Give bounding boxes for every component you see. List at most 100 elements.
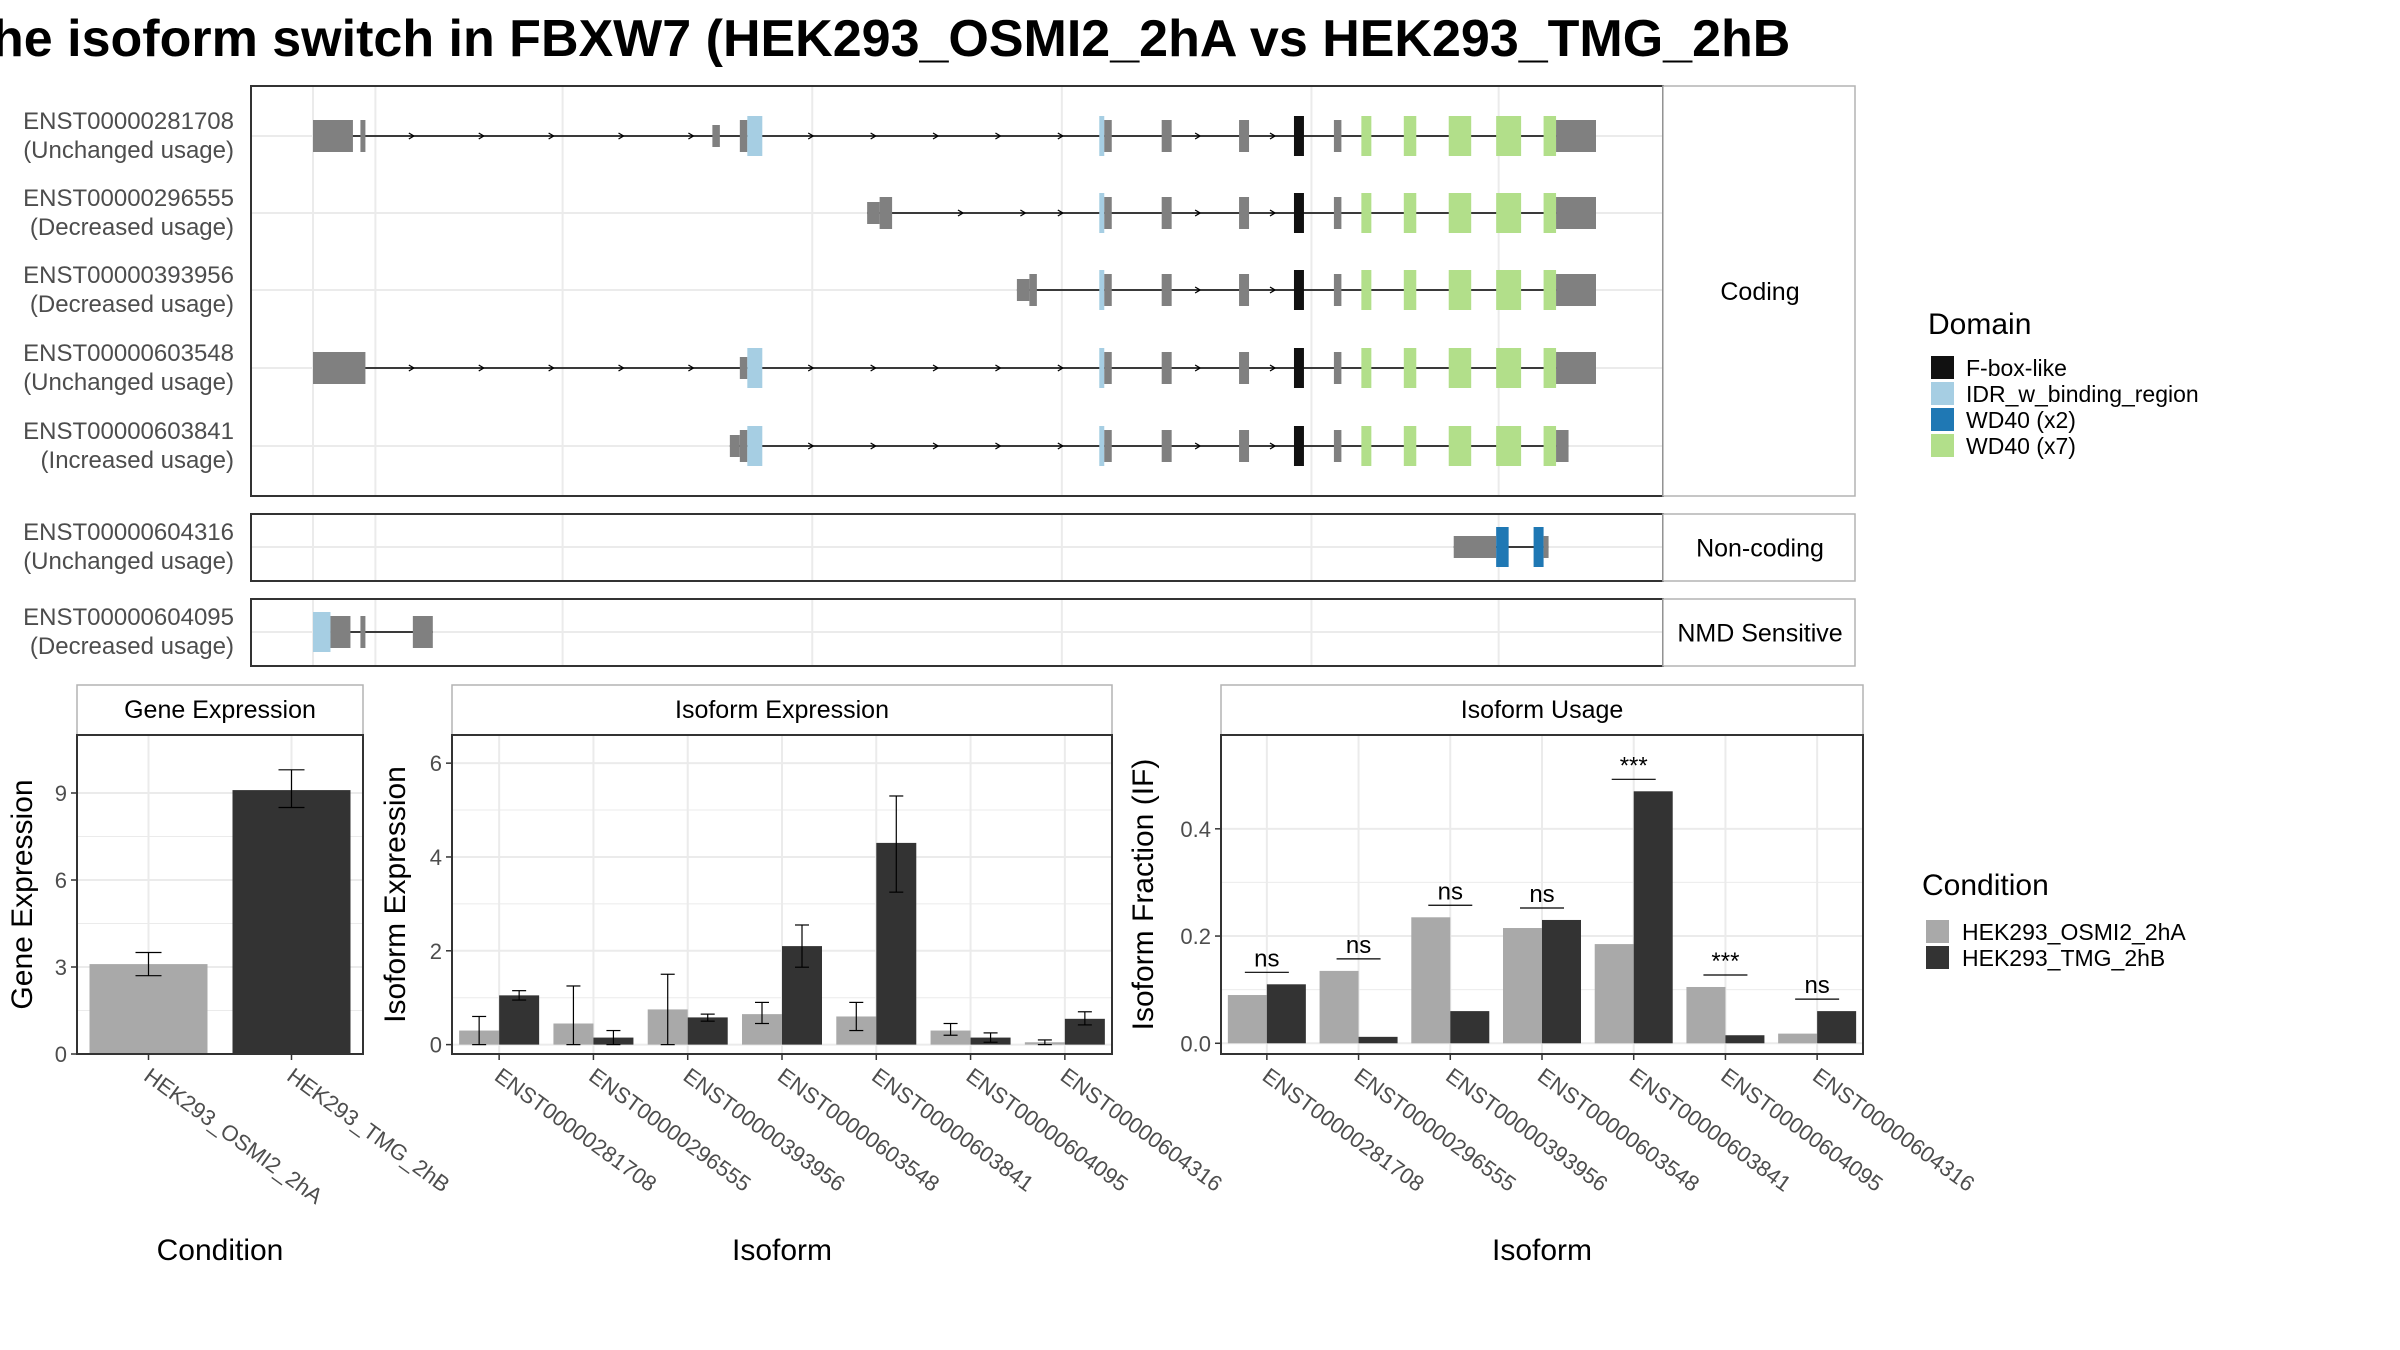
exon-block <box>1161 430 1172 462</box>
domain-block <box>1543 426 1557 466</box>
exon-block <box>360 120 366 152</box>
direction-arrow <box>1020 209 1027 217</box>
exon-block <box>1161 352 1172 384</box>
transcript-row: ENST00000604316(Unchanged usage) <box>23 519 1549 575</box>
bar-HEK293_OSMI2_2hA <box>89 964 208 1054</box>
y-tick-label: 0.2 <box>1180 924 1211 949</box>
direction-arrow <box>688 132 695 140</box>
transcript-id-label: ENST00000604095 <box>23 604 234 631</box>
transcript-id-label: ENST00000281708 <box>23 108 234 135</box>
x-tick-label: ENST00000604095 <box>1716 1063 1887 1197</box>
y-axis-label: Isoform Expression <box>379 766 412 1023</box>
domain-block <box>1496 426 1522 466</box>
domain-block <box>1496 116 1522 156</box>
bar-HEK293_OSMI2_2hA <box>1594 944 1634 1044</box>
x-tick-label: ENST00000393956 <box>1441 1063 1612 1197</box>
x-tick-label: ENST00000604316 <box>1808 1063 1979 1197</box>
x-axis-label: Isoform <box>732 1234 832 1267</box>
direction-arrow <box>1194 364 1202 372</box>
direction-arrow <box>1269 286 1277 294</box>
domain-block <box>1448 270 1472 310</box>
exon-block <box>1333 352 1342 384</box>
direction-arrow <box>1194 442 1202 450</box>
domain-block <box>1293 116 1304 156</box>
exon-block <box>330 616 351 648</box>
direction-arrow <box>548 132 555 140</box>
domain-legend-label: F-box-like <box>1966 355 2067 381</box>
domain-block <box>1448 116 1472 156</box>
domain-block <box>1361 270 1372 310</box>
domain-legend-title: Domain <box>1928 308 2031 341</box>
significance-label: *** <box>1711 948 1739 975</box>
exon-block <box>1104 197 1112 229</box>
significance-label: ns <box>1804 972 1829 999</box>
exon-block <box>1239 197 1250 229</box>
chart-title: Isoform Expression <box>675 696 889 724</box>
bar-HEK293_OSMI2_2hA <box>1686 986 1726 1044</box>
domain-legend-key <box>1931 356 1954 379</box>
exon-block <box>1543 536 1549 558</box>
direction-arrow <box>1194 286 1202 294</box>
transcript-id-label: ENST00000603548 <box>23 340 234 367</box>
bar-HEK293_TMG_2hB <box>232 790 351 1054</box>
bar-HEK293_TMG_2hB <box>1450 1011 1490 1044</box>
domain-legend: Domain F-box-likeIDR_w_binding_regionWD4… <box>1928 308 2199 459</box>
domain-block <box>1361 348 1372 388</box>
exon-block <box>1104 274 1112 306</box>
x-tick-label: ENST00000604095 <box>962 1063 1133 1197</box>
domain-block <box>1403 193 1417 233</box>
exon-block <box>412 616 433 648</box>
group-strip <box>1662 85 1856 497</box>
exon-block <box>1333 120 1342 152</box>
exon-block <box>1239 120 1250 152</box>
direction-arrow <box>548 364 555 372</box>
isoform-expression-chart: Isoform Expression0246ENST00000281708ENS… <box>379 684 1227 1267</box>
condition-legend-key <box>1926 920 1949 943</box>
transcript-row: ENST00000603841(Increased usage) <box>23 418 1569 474</box>
y-tick-label: 0.4 <box>1180 817 1211 842</box>
figure-title: he isoform switch in FBXW7 (HEK293_OSMI2… <box>0 10 1790 68</box>
y-axis-label: Gene Expression <box>6 779 39 1009</box>
transcript-row: ENST00000296555(Decreased usage) <box>23 185 1596 241</box>
transcript-id-label: ENST00000604316 <box>23 519 234 546</box>
domain-block <box>1543 116 1557 156</box>
exon-block <box>1104 120 1112 152</box>
domain-block <box>1543 270 1557 310</box>
direction-arrow <box>1269 442 1277 450</box>
transcript-id-label: ENST00000603841 <box>23 418 234 445</box>
structure-group-2: NMD Sensitive ENST00000604095(Decreased u… <box>23 598 1856 667</box>
y-tick-label: 0 <box>55 1042 67 1067</box>
y-tick-label: 0.0 <box>1180 1031 1211 1056</box>
x-axis-label: Condition <box>157 1234 284 1267</box>
direction-arrow <box>932 364 940 372</box>
chart-strip <box>76 684 364 736</box>
domain-block <box>1403 348 1417 388</box>
transcript-row: ENST00000281708(Unchanged usage) <box>23 108 1596 164</box>
direction-arrow <box>618 364 625 372</box>
transcript-usage-label: (Unchanged usage) <box>23 137 234 164</box>
exon-block <box>1239 274 1250 306</box>
x-tick-label: ENST00000604316 <box>1056 1063 1227 1197</box>
chart-title: Gene Expression <box>124 696 316 724</box>
transcript-usage-label: (Increased usage) <box>41 447 234 474</box>
direction-arrow <box>408 364 416 372</box>
significance-label: *** <box>1620 752 1648 779</box>
domain-legend-label: IDR_w_binding_region <box>1966 381 2199 407</box>
x-tick-label: ENST00000281708 <box>1258 1063 1429 1197</box>
x-tick-label: ENST00000393956 <box>679 1063 850 1197</box>
exon-block <box>313 352 366 384</box>
exon-block <box>313 120 353 152</box>
domain-block <box>1403 270 1417 310</box>
transcript-usage-label: (Decreased usage) <box>30 633 234 660</box>
direction-arrow <box>932 442 940 450</box>
bar-HEK293_OSMI2_2hA <box>930 1030 971 1045</box>
domain-block <box>1496 193 1522 233</box>
transcript-id-label: ENST00000296555 <box>23 185 234 212</box>
domain-block <box>1496 527 1509 567</box>
exon-block <box>1333 430 1342 462</box>
exon-block <box>1161 274 1172 306</box>
transcript-usage-label: (Unchanged usage) <box>23 369 234 396</box>
direction-arrow <box>1057 132 1065 140</box>
chart-strip <box>451 684 1113 736</box>
direction-arrow <box>995 442 1002 450</box>
